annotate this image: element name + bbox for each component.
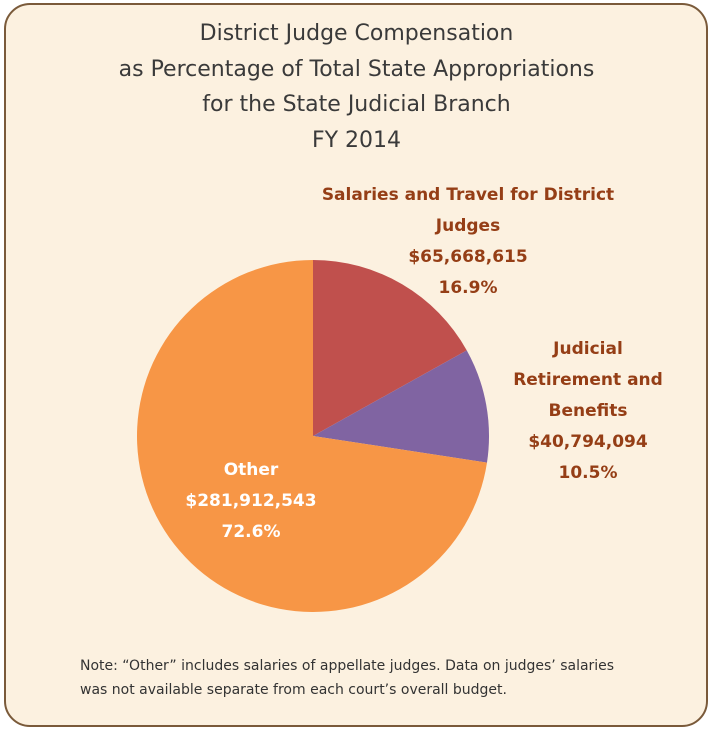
slice-name: Other (223, 460, 279, 480)
slice-value: $281,912,543 (185, 491, 317, 511)
slice-name: Salaries and Travel for District Judges (321, 185, 615, 236)
slice-label: Salaries and Travel for District Judges $… (298, 180, 638, 304)
chart-title: District Judge Compensation as Percentage… (0, 16, 713, 158)
title-line: FY 2014 (311, 127, 402, 153)
slice-value: $65,668,615 (408, 247, 528, 267)
slice-percent: 72.6% (221, 522, 281, 542)
pie-slice (313, 260, 467, 436)
slice-percent: 16.9% (438, 278, 498, 298)
title-line: District Judge Compensation (199, 21, 514, 46)
slice-name: Judicial Retirement and Benefits (513, 339, 663, 421)
pie-slice (136, 260, 487, 612)
title-line: as Percentage of Total State Appropriati… (118, 56, 595, 82)
slice-value: $40,794,094 (528, 432, 648, 452)
note: Note: “Other” includes salaries of appel… (80, 658, 615, 698)
pie-slice (313, 350, 490, 463)
slice-percent: 10.5% (558, 463, 618, 483)
slice-label: Other $281,912,543 72.6% (151, 455, 351, 548)
slice-label: Judicial Retirement and Benefits $40,794,… (498, 334, 678, 489)
title-line: for the State Judicial Branch (202, 92, 511, 117)
